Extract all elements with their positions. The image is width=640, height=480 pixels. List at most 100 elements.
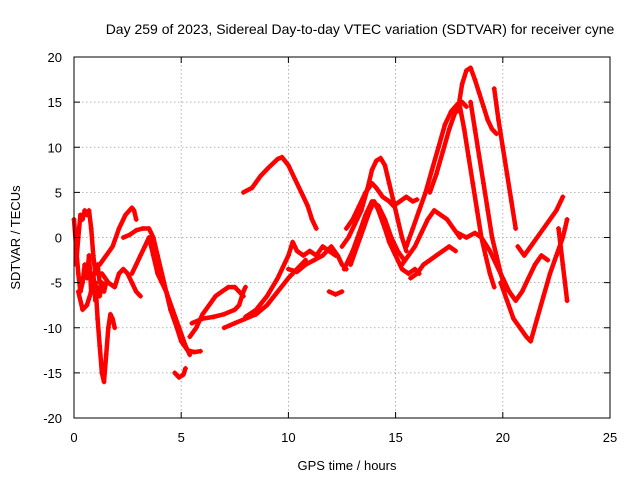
data-point [82, 262, 88, 268]
data-point [403, 248, 409, 254]
data-point [481, 180, 487, 186]
data-point [200, 311, 206, 317]
data-point [414, 197, 420, 203]
data-point [363, 189, 369, 195]
data-point [305, 203, 311, 209]
data-point [339, 244, 345, 250]
data-point [369, 198, 375, 204]
data-point [266, 164, 272, 170]
data-point [541, 225, 547, 231]
data-point [142, 244, 148, 250]
data-point [455, 230, 461, 236]
data-point [395, 216, 401, 222]
series-arc-21 [408, 244, 459, 281]
data-point [133, 289, 139, 295]
data-point [125, 271, 131, 277]
data-point [75, 289, 81, 295]
data-point [206, 302, 212, 308]
data-point [197, 348, 203, 354]
data-point [538, 253, 544, 259]
data-point [427, 257, 433, 263]
data-point [348, 262, 354, 268]
data-point [523, 334, 529, 340]
data-point [133, 227, 139, 233]
data-point [358, 207, 364, 213]
data-point [103, 352, 109, 358]
data-point [483, 253, 489, 259]
data-point [193, 325, 199, 331]
data-point [440, 248, 446, 254]
data-point [232, 307, 238, 313]
data-point [373, 158, 379, 164]
data-point [564, 216, 570, 222]
x-axis-label: GPS time / hours [298, 458, 397, 473]
data-point [504, 171, 510, 177]
data-point [339, 262, 345, 268]
data-point [528, 244, 534, 250]
data-point [476, 90, 482, 96]
data-point [275, 289, 281, 295]
y-tick-label: -10 [43, 321, 62, 336]
x-tick-label: 5 [178, 430, 185, 445]
data-point [500, 144, 506, 150]
data-point [547, 271, 553, 277]
data-point [410, 225, 416, 231]
series-arc-10 [189, 284, 249, 326]
data-point [489, 235, 495, 240]
data-point [528, 338, 534, 344]
data-point [403, 244, 409, 250]
data-point [562, 225, 568, 231]
series-arc-07 [129, 235, 193, 358]
data-point [176, 325, 182, 331]
data-point [88, 225, 94, 231]
data-point [500, 275, 506, 281]
data-point [82, 207, 88, 213]
data-point [395, 248, 401, 254]
data-point [127, 232, 133, 238]
data-point [80, 280, 86, 286]
data-point [86, 253, 92, 259]
data-point [356, 230, 362, 236]
data-point [513, 225, 519, 231]
data-point [433, 171, 439, 177]
data-point [97, 343, 103, 349]
data-point [253, 307, 259, 313]
data-point [487, 248, 493, 254]
data-point [382, 216, 388, 222]
data-point [116, 225, 122, 231]
series-arc-08 [172, 365, 188, 380]
data-point [335, 253, 341, 259]
data-point [131, 207, 137, 213]
series-arc-27 [455, 230, 551, 304]
data-point [140, 225, 146, 231]
x-tick-label: 20 [496, 430, 510, 445]
data-point [564, 298, 570, 304]
series-arc-20 [399, 207, 463, 268]
data-point [485, 117, 491, 123]
data-point [213, 293, 219, 299]
data-point [496, 117, 502, 123]
data-point [333, 291, 339, 297]
data-point [328, 244, 334, 250]
data-point [84, 212, 90, 218]
data-point [504, 298, 510, 304]
series-trace [172, 366, 188, 380]
data-point [110, 244, 116, 250]
data-point [275, 275, 281, 281]
data-point [431, 207, 437, 213]
data-point [129, 205, 135, 211]
data-point [253, 311, 259, 317]
data-point [506, 289, 512, 295]
data-point [468, 65, 474, 71]
data-point [84, 275, 90, 281]
data-point [562, 280, 568, 286]
data-point [110, 316, 116, 322]
data-point [97, 280, 103, 286]
series-arc-13 [285, 244, 349, 275]
data-point [320, 253, 326, 259]
data-point [77, 212, 83, 218]
data-point [107, 311, 113, 317]
data-point [294, 248, 300, 254]
data-point [122, 212, 128, 218]
